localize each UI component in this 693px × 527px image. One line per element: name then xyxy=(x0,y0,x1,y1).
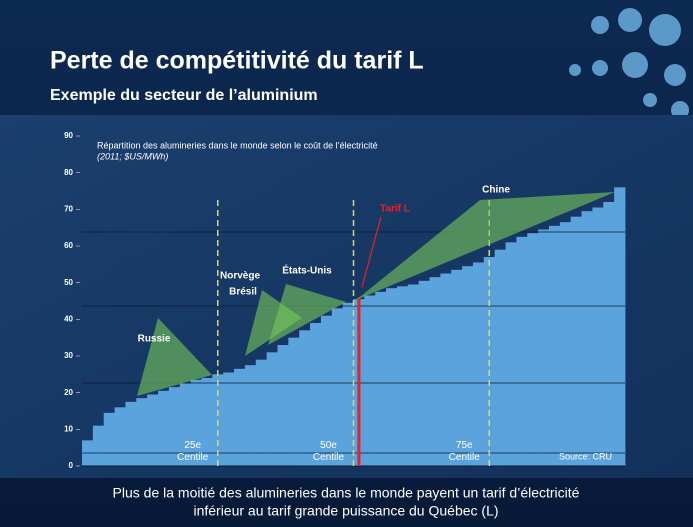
bar xyxy=(581,211,593,466)
percentile-label: 75e Centile xyxy=(449,440,481,463)
percentile-label-line: 25e xyxy=(184,440,201,451)
bar xyxy=(538,229,550,466)
bar xyxy=(299,330,311,466)
bar xyxy=(190,379,202,466)
percentile-label-line: Centile xyxy=(313,452,345,463)
chart-subtitle: (2011; $US/MWh) xyxy=(97,151,168,161)
percentile-label-line: Centile xyxy=(177,452,209,463)
bar xyxy=(320,315,333,466)
bar xyxy=(429,277,441,466)
bar xyxy=(462,266,474,466)
bar xyxy=(136,398,148,466)
bar xyxy=(125,401,137,466)
bar xyxy=(396,286,409,466)
bar xyxy=(494,249,506,466)
region-label: États-Unis xyxy=(282,264,332,277)
bar xyxy=(364,295,376,466)
tarif-l-label: Tarif L xyxy=(380,204,410,215)
tarif-l-pointer xyxy=(361,216,382,288)
bar xyxy=(92,425,105,466)
region-label: Russie xyxy=(138,334,171,345)
y-tick-label: 60 xyxy=(64,241,73,250)
region-norvege xyxy=(245,290,302,356)
bar xyxy=(179,383,191,466)
bar xyxy=(255,359,268,466)
bar xyxy=(472,262,485,466)
bar xyxy=(168,387,181,466)
bar xyxy=(342,302,354,466)
bar xyxy=(223,372,235,466)
y-tick-label: 10 xyxy=(64,424,73,433)
percentile-label-line: 75e xyxy=(456,440,473,451)
bar xyxy=(440,273,452,466)
bar xyxy=(234,368,246,466)
region-label: Brésil xyxy=(229,287,257,298)
bar xyxy=(158,390,170,466)
y-tick-label: 30 xyxy=(64,351,73,360)
tarif-l-bar xyxy=(357,297,361,466)
bar xyxy=(505,242,517,466)
bar xyxy=(266,352,278,466)
bar xyxy=(201,378,213,466)
region-label: Chine xyxy=(482,185,510,196)
y-tick-label: 0 xyxy=(69,461,74,470)
bar xyxy=(527,233,539,466)
percentile-label-line: Centile xyxy=(449,452,481,463)
bar xyxy=(570,216,582,466)
bar xyxy=(244,365,257,466)
percentile-label: 50e Centile xyxy=(313,440,345,463)
bar xyxy=(516,236,528,466)
y-tick-label: 40 xyxy=(64,314,73,323)
subtitle: Exemple du secteur de l’aluminium xyxy=(50,87,318,104)
bar xyxy=(331,308,344,466)
region-russie xyxy=(137,318,212,396)
chart-title: Répartition des alumineries dans le mond… xyxy=(97,140,378,150)
bar xyxy=(288,337,300,466)
y-tick-label: 50 xyxy=(64,278,73,287)
bar xyxy=(103,412,115,466)
footer-line: Plus de la moitié des alumineries dans l… xyxy=(113,485,580,501)
y-tick-label: 20 xyxy=(64,388,73,397)
region-etats-unis xyxy=(268,284,346,345)
bar xyxy=(603,202,615,466)
bar xyxy=(418,280,430,466)
source: Source: CRU xyxy=(559,451,612,461)
percentile-label-line: 50e xyxy=(320,440,337,451)
bar xyxy=(614,187,626,467)
y-tick-label: 80 xyxy=(64,168,73,177)
bar xyxy=(548,225,561,466)
y-tick-label: 90 xyxy=(64,131,73,140)
bar xyxy=(559,222,572,466)
bar xyxy=(592,207,604,466)
percentile-label: 25e Centile xyxy=(177,440,209,463)
bar xyxy=(147,394,159,466)
bar xyxy=(114,407,126,466)
y-tick-label: 70 xyxy=(64,204,73,213)
bar xyxy=(277,345,289,466)
bar xyxy=(451,269,463,466)
bar xyxy=(310,323,322,466)
title: Perte de compétitivité du tarif L xyxy=(50,47,424,75)
region-chine xyxy=(356,192,615,300)
region-label: Norvège xyxy=(220,271,260,282)
bar xyxy=(407,284,420,466)
decor-circles xyxy=(569,8,693,158)
bar xyxy=(386,288,398,466)
footer-line: inférieur au tarif grande puissance du Q… xyxy=(193,503,498,519)
bar xyxy=(375,291,387,466)
annotations xyxy=(137,192,615,396)
